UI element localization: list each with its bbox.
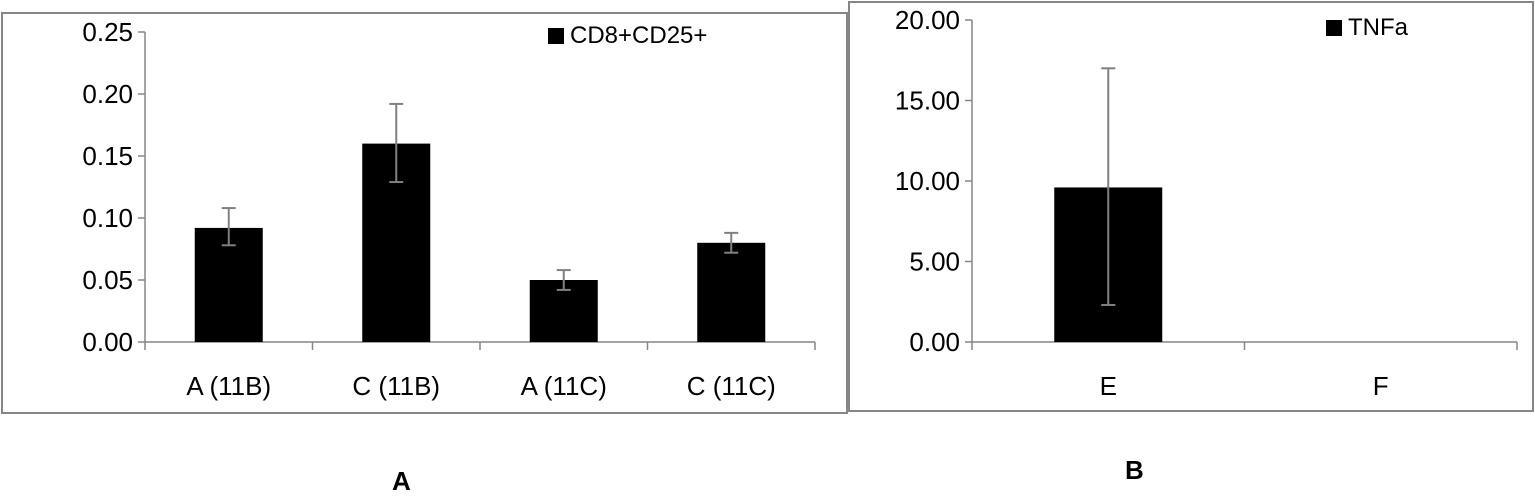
legend-label: CD8+CD25+ [570,22,707,49]
bar [697,242,766,342]
y-tick-label: 0.05 [82,265,133,295]
y-tick-label: 10.00 [895,166,960,196]
y-tick-label: 0.00 [82,327,133,357]
x-category-label: C (11C) [687,371,776,401]
legend-swatch [1326,20,1342,36]
panel-b-label: B [1125,455,1144,485]
y-tick-label: 5.00 [909,247,960,277]
chart-frame [1,12,848,414]
x-category-label: F [1373,371,1389,401]
y-tick-label: 0.25 [82,17,133,47]
x-category-label: E [1100,371,1117,401]
y-tick-label: 20.00 [895,5,960,35]
legend-label: TNFa [1348,14,1409,41]
bar [194,227,263,342]
y-tick-label: 0.15 [82,141,133,171]
y-tick-label: 15.00 [895,86,960,116]
x-category-label: A (11B) [186,371,271,401]
legend-swatch [548,28,564,44]
panel-a-label: A [392,466,411,496]
x-category-label: C (11B) [352,371,440,401]
chart-frame [848,1,1534,412]
panel-a-chart: 0.00 0.05 0.10 0.15 0.20 0.25 A (11B) C (11B) A … [1,12,848,414]
y-tick-label: 0.00 [909,327,960,357]
x-category-label: A (11C) [521,371,607,401]
panel-b-chart: 0.00 5.00 10.00 15.00 20.00 E F TNFa [848,1,1534,412]
y-tick-label: 0.10 [82,203,133,233]
y-tick-label: 0.20 [82,79,133,109]
